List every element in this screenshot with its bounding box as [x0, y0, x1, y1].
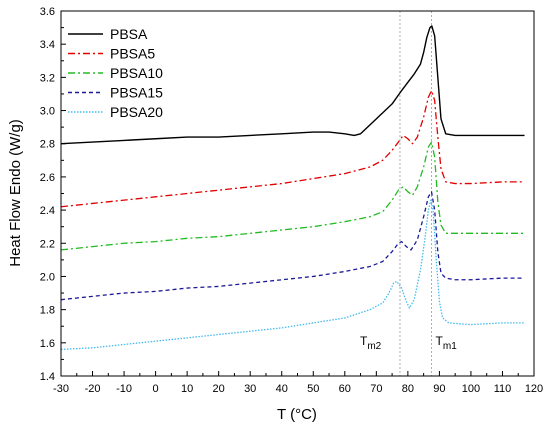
x-tick-label: 120 [525, 383, 543, 395]
x-tick-label: 80 [402, 383, 414, 395]
legend-label-pbsa10: PBSA10 [110, 65, 163, 81]
x-tick-label: 70 [370, 383, 382, 395]
y-tick-label: 3.4 [40, 39, 55, 51]
legend: PBSA PBSA5 PBSA10 PBSA15 PBSA20 [68, 26, 163, 120]
x-tick-label: 50 [307, 383, 319, 395]
reference-label-m1: Tm1 [436, 334, 458, 352]
y-tick-label: 2.8 [40, 139, 55, 151]
reference-line-labels: Tm2 Tm1 [360, 334, 457, 352]
series-line-pbsa10 [60, 141, 525, 251]
x-tick-label: 110 [494, 383, 512, 395]
y-axis: 1.4 1.6 1.8 2.0 2.2 2.4 2.6 2.8 3.0 3.2 3.4 3.6 [40, 6, 66, 383]
reference-lines [399, 11, 432, 376]
y-tick-label: 1.6 [40, 338, 55, 350]
series-line-pbsa15 [60, 191, 525, 301]
x-tick-label: -20 [85, 383, 101, 395]
x-tick-label: 0 [153, 383, 159, 395]
legend-label-pbsa5: PBSA5 [110, 46, 155, 62]
y-tick-label: 3.6 [40, 6, 55, 18]
series-line-pbsa5 [60, 89, 525, 208]
x-tick-label: -10 [116, 383, 132, 395]
x-tick-label: 10 [181, 383, 193, 395]
x-tick-label: 90 [433, 383, 445, 395]
plot-background [61, 11, 534, 376]
y-axis-label: Heat Flow Endo (W/g) [7, 119, 24, 267]
legend-label-pbsa20: PBSA20 [110, 104, 163, 120]
x-tick-label: -30 [53, 383, 69, 395]
y-tick-label: 3.2 [40, 72, 55, 84]
y-tick-label: 2.0 [40, 271, 55, 283]
legend-label-pbsa: PBSA [110, 26, 148, 42]
x-tick-label: 40 [276, 383, 288, 395]
reference-label-m2: Tm2 [360, 334, 382, 352]
y-tick-label: 2.4 [40, 205, 55, 217]
y-tick-label: 2.6 [40, 172, 55, 184]
series-layer [60, 25, 525, 351]
y-tick-label: 3.0 [40, 106, 55, 118]
y-tick-label: 2.2 [40, 238, 55, 250]
x-tick-label: 60 [339, 383, 351, 395]
x-tick-label: 30 [244, 383, 256, 395]
x-axis: -30 -20 -10 0 10 20 30 40 50 60 70 80 90 100 110 120 [53, 371, 543, 395]
series-line-pbsa [60, 25, 525, 145]
y-tick-label: 1.8 [40, 305, 55, 317]
x-axis-label: T (°C) [277, 406, 317, 423]
x-tick-label: 100 [462, 383, 480, 395]
legend-label-pbsa15: PBSA15 [110, 85, 163, 101]
series-line-pbsa20 [60, 199, 525, 351]
y-tick-label: 1.4 [40, 371, 55, 383]
x-tick-label: 20 [213, 383, 225, 395]
